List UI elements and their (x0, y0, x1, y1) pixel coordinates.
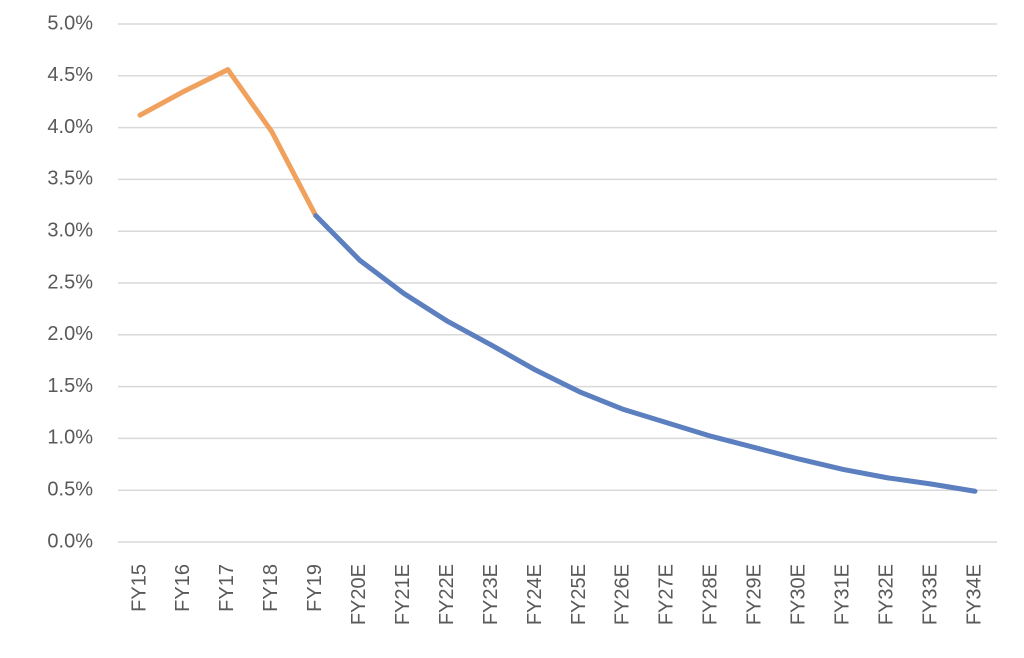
x-tick-label: FY27E (656, 564, 678, 625)
x-tick-label: FY16 (172, 564, 194, 612)
x-tick-label: FY31E (831, 564, 853, 625)
x-tick-label: FY21E (392, 564, 414, 625)
x-tick-label: FY32E (875, 564, 897, 625)
x-tick-label: FY17 (216, 564, 238, 612)
line-series (313, 213, 978, 494)
x-tick-label: FY29E (744, 564, 766, 625)
x-tick-label: FY15 (128, 564, 150, 612)
x-tick-label: FY22E (436, 564, 458, 625)
y-tick-label: 1.0% (47, 427, 93, 449)
y-tick-label: 3.5% (47, 168, 93, 190)
y-tick-label: 4.5% (47, 64, 93, 86)
line-series (137, 67, 319, 219)
x-tick-label: FY23E (480, 564, 502, 625)
y-tick-label: 3.0% (47, 219, 93, 241)
x-tick-label: FY30E (788, 564, 810, 625)
y-tick-label: 2.0% (47, 323, 93, 345)
x-tick-label: FY26E (612, 564, 634, 625)
x-tick-label: FY33E (919, 564, 941, 625)
x-tick-label: FY24E (524, 564, 546, 625)
y-tick-label: 1.5% (47, 375, 93, 397)
y-tick-label: 2.5% (47, 271, 93, 293)
y-tick-label: 0.5% (47, 478, 93, 500)
y-tick-label: 5.0% (47, 12, 93, 34)
y-tick-label: 0.0% (47, 530, 93, 552)
x-tick-label: FY19 (304, 564, 326, 612)
x-tick-label: FY20E (348, 564, 370, 625)
x-tick-label: FY34E (963, 564, 985, 625)
x-tick-label: FY18 (260, 564, 282, 612)
y-tick-label: 4.0% (47, 116, 93, 138)
x-tick-label: FY28E (700, 564, 722, 625)
x-tick-label: FY25E (568, 564, 590, 625)
